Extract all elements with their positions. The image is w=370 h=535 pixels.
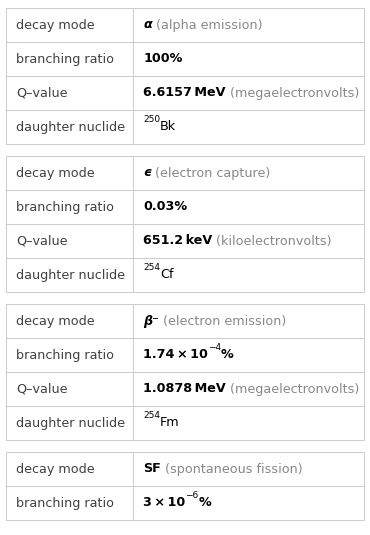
Text: decay mode: decay mode [16,315,95,327]
Text: 254: 254 [143,263,160,272]
Text: 100%: 100% [143,52,182,65]
Text: branching ratio: branching ratio [16,52,114,65]
Text: −4: −4 [208,343,221,352]
Bar [6,304,364,440]
Text: 651.2 keV: 651.2 keV [143,234,212,248]
Text: Q–value: Q–value [16,383,67,395]
Text: 0.03%: 0.03% [143,201,187,213]
Text: (electron capture): (electron capture) [151,166,270,180]
Text: (spontaneous fission): (spontaneous fission) [161,462,303,476]
Text: %: % [199,496,211,509]
Text: Bk: Bk [160,120,176,134]
Text: 250: 250 [143,115,160,124]
Text: 254: 254 [143,411,160,420]
Text: (alpha emission): (alpha emission) [152,19,262,32]
Text: daughter nuclide: daughter nuclide [16,417,125,430]
Text: α: α [143,19,152,32]
Bar [6,156,364,292]
Text: 3 × 10: 3 × 10 [143,496,185,509]
Text: branching ratio: branching ratio [16,201,114,213]
Text: Fm: Fm [160,417,180,430]
Text: −6: −6 [185,491,199,500]
Text: (electron emission): (electron emission) [159,315,286,327]
Text: ϵ: ϵ [143,166,151,180]
Text: daughter nuclide: daughter nuclide [16,269,125,281]
Text: decay mode: decay mode [16,166,95,180]
Text: (megaelectronvolts): (megaelectronvolts) [226,87,359,100]
Text: SF: SF [143,462,161,476]
Text: branching ratio: branching ratio [16,348,114,362]
Text: 1.74 × 10: 1.74 × 10 [143,348,208,362]
Bar [6,452,364,520]
Text: branching ratio: branching ratio [16,496,114,509]
Text: 6.6157 MeV: 6.6157 MeV [143,87,226,100]
Text: Cf: Cf [160,269,174,281]
Text: decay mode: decay mode [16,462,95,476]
Text: (megaelectronvolts): (megaelectronvolts) [226,383,359,395]
Bar [6,8,364,144]
Text: decay mode: decay mode [16,19,95,32]
Text: daughter nuclide: daughter nuclide [16,120,125,134]
Text: β⁻: β⁻ [143,315,159,327]
Text: 1.0878 MeV: 1.0878 MeV [143,383,226,395]
Text: %: % [221,348,234,362]
Text: (kiloelectronvolts): (kiloelectronvolts) [212,234,332,248]
Text: Q–value: Q–value [16,234,67,248]
Text: Q–value: Q–value [16,87,67,100]
